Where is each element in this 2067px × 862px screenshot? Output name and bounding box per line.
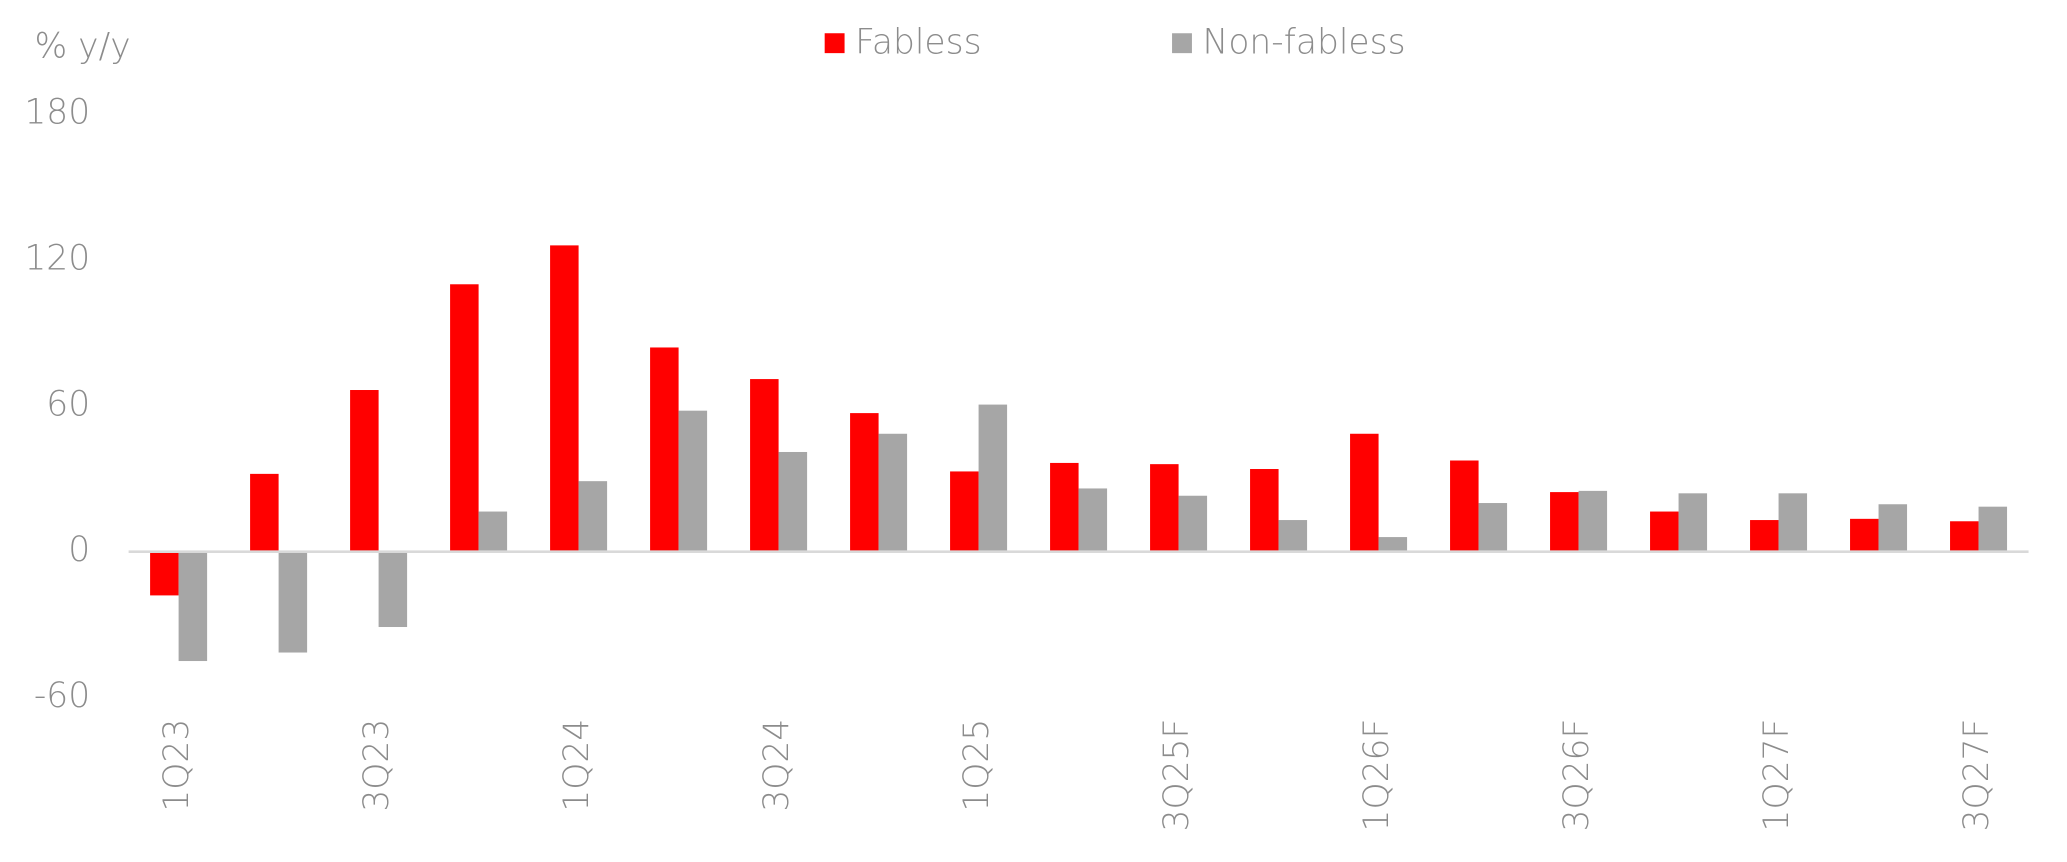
bar	[1550, 492, 1579, 552]
bar	[1250, 469, 1279, 552]
bar	[1678, 493, 1708, 552]
bar	[1778, 493, 1808, 552]
bar	[1650, 511, 1679, 552]
bar	[478, 511, 508, 552]
x-tick-label: 3Q27F	[1957, 719, 1997, 832]
bar	[1078, 488, 1108, 552]
bar	[1178, 495, 1208, 552]
legend-swatch	[1172, 33, 1192, 54]
legend-label: Fabless	[855, 22, 981, 62]
bar	[950, 471, 979, 552]
bar	[1750, 520, 1779, 552]
bar	[1150, 464, 1179, 552]
bar	[978, 404, 1008, 552]
bar	[1450, 460, 1479, 552]
x-tick-label: 1Q24	[557, 719, 597, 812]
bar	[750, 379, 779, 552]
x-tick-label: 1Q27F	[1757, 719, 1797, 832]
legend-swatch	[824, 33, 845, 54]
bar	[350, 390, 379, 552]
legend-label: Non-fabless	[1203, 22, 1406, 62]
bar	[178, 551, 208, 662]
bar	[650, 347, 679, 552]
x-tick-label: 1Q25	[957, 719, 997, 812]
bar	[1578, 490, 1608, 552]
y-tick-label: -60	[34, 676, 90, 716]
bar	[678, 410, 708, 552]
x-tick-label: 3Q23	[357, 719, 397, 812]
x-tick-label: 1Q23	[157, 719, 197, 812]
bar	[1278, 520, 1308, 552]
bar	[150, 551, 179, 596]
bar	[1950, 521, 1979, 552]
y-tick-label: 180	[24, 93, 90, 133]
bar	[278, 551, 308, 653]
bar	[550, 245, 579, 552]
x-tick-label: 3Q26F	[1557, 719, 1597, 832]
y-tick-label: 120	[24, 238, 90, 278]
bar	[850, 413, 879, 552]
x-tick-label: 3Q25F	[1157, 719, 1197, 832]
x-tick-label: 1Q26F	[1357, 719, 1397, 832]
bar	[878, 433, 908, 552]
bar	[378, 551, 408, 628]
bar	[1478, 503, 1508, 552]
bar	[1350, 433, 1379, 552]
x-tick-label: 3Q24	[757, 719, 797, 812]
bar	[778, 451, 808, 552]
y-tick-label: 60	[46, 384, 90, 424]
bar	[578, 481, 608, 552]
bar	[450, 284, 479, 552]
y-axis-label: % y/y	[34, 26, 130, 66]
bar	[1878, 504, 1908, 552]
bar	[250, 473, 279, 552]
bar	[1050, 462, 1079, 552]
bar	[1378, 537, 1408, 552]
bar	[1978, 506, 2008, 552]
y-tick-label: 0	[68, 530, 90, 570]
bar	[1850, 518, 1879, 552]
